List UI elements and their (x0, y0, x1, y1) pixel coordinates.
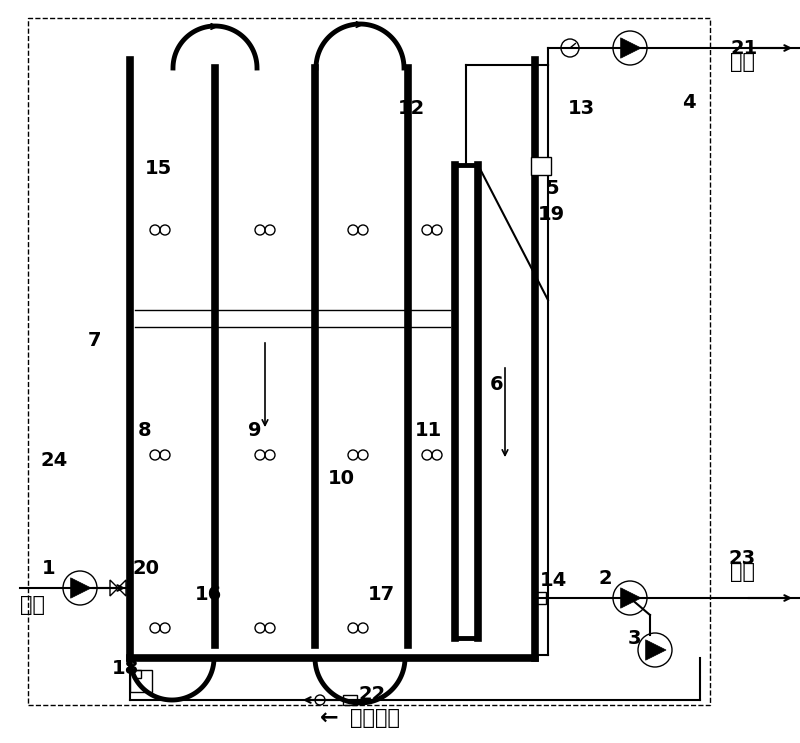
Text: 5: 5 (545, 178, 558, 198)
Text: 14: 14 (540, 571, 567, 589)
Bar (343, 695, 357, 705)
Text: 13: 13 (568, 99, 595, 117)
Text: 20: 20 (132, 559, 159, 577)
Text: 18: 18 (112, 658, 139, 678)
Text: 19: 19 (538, 206, 565, 224)
Text: 2: 2 (598, 568, 612, 588)
Text: 24: 24 (40, 450, 67, 470)
Text: 11: 11 (415, 421, 442, 440)
Text: 10: 10 (328, 469, 355, 487)
Polygon shape (70, 578, 91, 598)
Text: 进水: 进水 (20, 595, 45, 615)
Bar (133, 670, 141, 678)
Text: 12: 12 (398, 99, 426, 117)
Bar (28, 18, 710, 705)
Text: 8: 8 (138, 421, 152, 440)
Text: 15: 15 (145, 158, 172, 178)
Text: 7: 7 (88, 331, 102, 349)
Polygon shape (646, 640, 666, 661)
Text: 17: 17 (368, 585, 395, 605)
Bar (534, 592, 546, 604)
Bar (130, 670, 152, 692)
Text: 4: 4 (682, 92, 696, 111)
Text: 6: 6 (490, 375, 504, 395)
Text: ←: ← (320, 708, 338, 728)
Text: 23: 23 (728, 548, 755, 568)
Bar (531, 157, 551, 175)
Text: 21: 21 (730, 39, 758, 57)
Polygon shape (621, 588, 641, 609)
Text: 9: 9 (248, 421, 262, 440)
Text: 16: 16 (195, 585, 222, 605)
Polygon shape (621, 38, 641, 58)
Text: 出水: 出水 (730, 52, 755, 72)
Text: 1: 1 (42, 559, 56, 577)
Text: 排泥: 排泥 (730, 562, 755, 582)
Text: 污泥回流: 污泥回流 (350, 708, 400, 728)
Text: 3: 3 (628, 629, 642, 647)
Text: 22: 22 (358, 686, 386, 704)
